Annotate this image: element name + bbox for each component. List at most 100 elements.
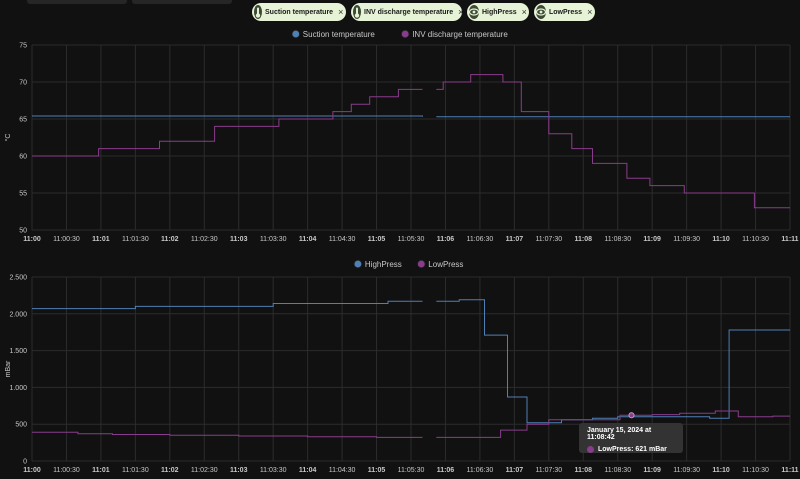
y-tick-label: 65 <box>19 117 27 124</box>
legend-label: HighPress <box>365 260 402 269</box>
legend-label: Suction temperature <box>303 30 376 39</box>
x-tick-label: 11:02:30 <box>191 467 218 474</box>
y-tick-label: 75 <box>19 43 27 50</box>
x-tick-label: 11:00:30 <box>53 236 80 243</box>
x-tick-label: 11:00:30 <box>53 467 80 474</box>
filter-chip-label: HighPress <box>482 8 517 16</box>
y-tick-label: 500 <box>15 422 27 429</box>
legend-swatch <box>417 259 426 269</box>
x-tick-label: 11:09 <box>643 236 661 243</box>
hover-point <box>628 412 635 419</box>
x-tick-label: 11:11 <box>781 467 798 474</box>
x-tick-label: 11:10 <box>712 467 730 474</box>
legend-item-lowpress[interactable]: LowPress <box>417 259 464 269</box>
x-tick-label: 11:06:30 <box>467 467 494 474</box>
x-tick-label: 11:06 <box>437 467 455 474</box>
series-line-highpress[interactable] <box>436 299 790 424</box>
legend-swatch <box>401 29 410 39</box>
series-line-suction-temperature[interactable] <box>32 115 423 117</box>
y-tick-label: 2.500 <box>9 275 27 282</box>
x-tick-label: 11:02:30 <box>191 236 218 243</box>
legend-item-inv-discharge-temperature[interactable]: INV discharge temperature <box>401 29 508 39</box>
x-tick-label: 11:05:30 <box>398 236 425 243</box>
series-line-lowpress[interactable] <box>32 431 423 438</box>
y-tick-label: 60 <box>19 154 27 161</box>
x-tick-label: 11:07 <box>506 467 524 474</box>
x-tick-label: 11:04:30 <box>329 236 356 243</box>
x-tick-label: 11:08 <box>575 467 593 474</box>
series-line-highpress[interactable] <box>32 300 423 310</box>
x-tick-label: 11:06 <box>437 236 455 243</box>
tooltip-title: January 15, 2024 at 11:08:42 <box>587 427 652 441</box>
x-tick-label: 11:08:30 <box>604 467 631 474</box>
x-tick-label: 11:01:30 <box>122 236 149 243</box>
close-icon[interactable]: × <box>587 7 593 17</box>
top-tab-stub[interactable] <box>27 0 127 4</box>
filter-bar: Suction temperature × INV discharge temper… <box>0 0 800 24</box>
series-line-inv-discharge-temperature[interactable] <box>32 88 423 157</box>
legend-label: INV discharge temperature <box>412 30 508 39</box>
filter-chip-inv-discharge-temperature[interactable]: INV discharge temperature × <box>351 3 464 21</box>
x-tick-label: 11:08 <box>575 236 593 243</box>
x-tick-label: 11:02 <box>161 467 179 474</box>
legend-swatch <box>353 259 363 269</box>
x-tick-label: 11:04:30 <box>329 467 356 474</box>
close-icon[interactable]: × <box>521 7 527 17</box>
temperature-chart: 50 55 60 65 70 75 11:00 11:00:30 11:01 11:01:30 11… <box>4 29 799 243</box>
x-tick-label: 11:05 <box>368 467 386 474</box>
series-line-inv-discharge-temperature[interactable] <box>436 74 790 209</box>
filter-chip-suction-temperature[interactable]: Suction temperature × <box>252 3 346 21</box>
x-tick-label: 11:09 <box>643 467 661 474</box>
chart-tooltip: January 15, 2024 at 11:08:42 LowPress: 6… <box>579 423 683 453</box>
filter-chip-label: LowPress <box>549 8 583 16</box>
legend-item-suction-temperature[interactable]: Suction temperature <box>291 29 376 39</box>
y-tick-label: 1.500 <box>9 348 27 355</box>
x-tick-label: 11:07 <box>506 236 524 243</box>
x-tick-label: 11:03 <box>230 467 248 474</box>
legend-item-highpress[interactable]: HighPress <box>353 259 402 269</box>
pressure-chart: 0 500 1.000 1.500 2.000 2.500 11:00 11:00:30 11:… <box>5 259 799 474</box>
x-tick-label: 11:10:30 <box>742 467 769 474</box>
x-tick-label: 11:05 <box>368 236 386 243</box>
y-tick-label: 1.000 <box>9 385 27 392</box>
x-tick-label: 11:01:30 <box>122 467 149 474</box>
x-tick-label: 11:10 <box>712 236 730 243</box>
y-tick-label: 2.000 <box>9 311 27 318</box>
filter-chip-highpress[interactable]: HighPress × <box>467 3 529 21</box>
eye-icon <box>469 5 479 19</box>
filter-chip-label: INV discharge temperature <box>364 8 454 16</box>
x-tick-label: 11:09:30 <box>673 236 700 243</box>
filter-chip-lowpress[interactable]: LowPress × <box>534 3 595 21</box>
tooltip-series-dot <box>587 446 594 453</box>
x-tick-label: 11:00 <box>23 236 41 243</box>
x-tick-label: 11:07:30 <box>535 236 562 243</box>
x-tick-label: 11:02 <box>161 236 179 243</box>
close-icon[interactable]: × <box>458 7 464 17</box>
x-tick-label: 11:11 <box>781 236 798 243</box>
x-tick-label: 11:08:30 <box>604 236 631 243</box>
legend-label: LowPress <box>428 260 463 269</box>
close-icon[interactable]: × <box>338 7 344 17</box>
x-tick-label: 11:01 <box>92 467 110 474</box>
x-tick-label: 11:03 <box>230 236 248 243</box>
y-tick-label: 70 <box>19 80 27 87</box>
x-tick-label: 11:03:30 <box>260 467 287 474</box>
tooltip-value: LowPress: 621 mBar <box>598 446 667 453</box>
y-axis-label: mBar <box>5 360 12 377</box>
x-tick-label: 11:10:30 <box>742 236 769 243</box>
y-tick-label: 0 <box>23 459 27 466</box>
eye-icon <box>536 5 546 19</box>
top-tab-stub[interactable] <box>132 0 232 4</box>
x-tick-label: 11:07:30 <box>535 467 562 474</box>
x-tick-label: 11:09:30 <box>673 467 700 474</box>
y-tick-label: 50 <box>19 228 27 235</box>
series-line-lowpress[interactable] <box>436 410 790 438</box>
y-axis-label: °C <box>4 134 12 142</box>
y-tick-label: 55 <box>19 191 27 198</box>
x-tick-label: 11:03:30 <box>260 236 287 243</box>
x-tick-label: 11:04 <box>299 236 317 243</box>
x-tick-label: 11:01 <box>92 236 110 243</box>
thermometer-icon <box>254 5 262 19</box>
x-tick-label: 11:00 <box>23 467 41 474</box>
x-tick-label: 11:05:30 <box>398 467 425 474</box>
